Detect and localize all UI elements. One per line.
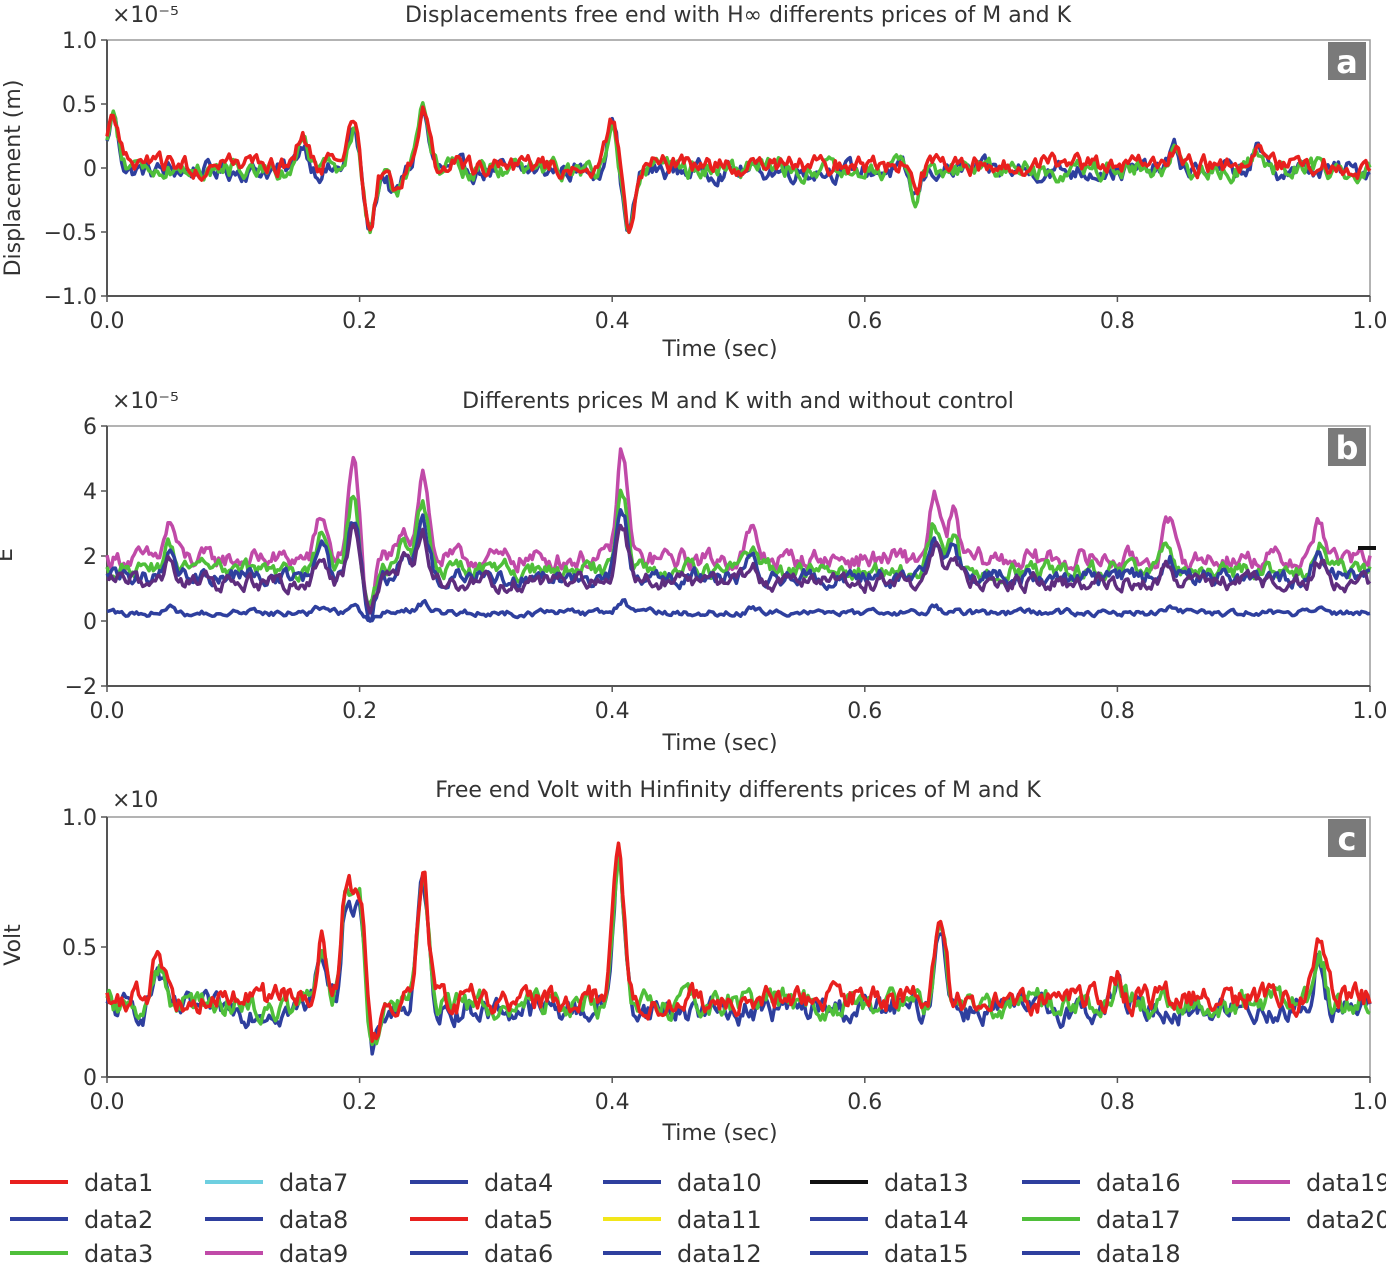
panel-c-xtick-label: 0.6: [847, 1090, 882, 1115]
legend-label-data17: data17: [1096, 1206, 1181, 1234]
legend-label-data15: data15: [884, 1240, 969, 1265]
legend-label-data7: data7: [279, 1169, 348, 1197]
legend: data1 data2 data3 data7 data8 data9 data4 data5…: [10, 1169, 1386, 1265]
panel-b-xtick-label: 0.0: [90, 699, 125, 724]
panel-c-title: Free end Volt with Hinfinity differents …: [435, 778, 1041, 803]
panel-a-multiplier: ×10⁻⁵: [112, 3, 179, 28]
legend-label-data20: data20: [1306, 1206, 1386, 1234]
panel-b-badge-label: b: [1336, 429, 1359, 467]
panel-a-title: Displacements free end with H∞ different…: [405, 3, 1072, 28]
legend-label-data10: data10: [677, 1169, 762, 1197]
legend-label-data16: data16: [1096, 1169, 1181, 1197]
panel-c-ytick-label: 1.0: [62, 806, 97, 831]
legend-label-data6: data6: [484, 1240, 553, 1265]
panel-c-xtick-label: 0.8: [1100, 1090, 1135, 1115]
legend-label-data19: data19: [1306, 1169, 1386, 1197]
panel-b-ytick-label: −2: [65, 675, 97, 700]
panel-c-badge: [1328, 819, 1366, 857]
legend-label-data9: data9: [279, 1240, 348, 1265]
panel-b-badge: [1328, 428, 1366, 466]
panel-b-xtick-label: 1.0: [1353, 699, 1386, 724]
panel-b-ytick-label: 0: [83, 610, 97, 635]
panel-a-xtick-label: 0.0: [90, 309, 125, 334]
legend-label-data14: data14: [884, 1206, 969, 1234]
panel-c-ylabel: Volt: [1, 924, 26, 966]
series-data17-line: [105, 488, 1372, 608]
panel-c-badge-label: c: [1338, 820, 1357, 858]
series-data2-line: [105, 852, 1372, 1056]
panel-a-ytick-label: 1.0: [62, 29, 97, 54]
panel-c-xtick-label: 0.0: [90, 1090, 125, 1115]
legend-label-data1: data1: [84, 1169, 153, 1197]
panel-c-ytick-label: 0.5: [62, 936, 97, 961]
panel-a-ytick-label: −0.5: [44, 221, 97, 246]
panel-b-ytick-label: 2: [83, 545, 97, 570]
panel-c-xtick-label: 0.4: [595, 1090, 630, 1115]
panel-b-xlabel: Time (sec): [661, 731, 777, 756]
legend-label-data18: data18: [1096, 1240, 1181, 1265]
panel-a-xtick-label: 0.4: [595, 309, 630, 334]
panel-c-multiplier: ×10: [112, 788, 158, 813]
panel-c: Free end Volt with Hinfinity differents …: [1, 778, 1386, 1146]
panel-a-badge: [1328, 42, 1366, 80]
panel-b-ytick-label: 6: [83, 415, 97, 440]
panel-a-ytick-label: 0.5: [62, 93, 97, 118]
series-data20-line: [106, 598, 1371, 623]
panel-a-badge-label: a: [1336, 43, 1358, 81]
panel-b-xtick-label: 0.4: [595, 699, 630, 724]
panel-a-xtick-label: 1.0: [1353, 309, 1386, 334]
panel-a-ylabel: Displacement (m): [1, 80, 26, 277]
panel-b-title: Differents prices M and K with and witho…: [462, 389, 1014, 414]
panel-b-ylabel: E: [0, 548, 18, 562]
panel-c-xlabel: Time (sec): [661, 1121, 777, 1146]
panel-b-xtick-label: 0.8: [1100, 699, 1135, 724]
legend-label-data5: data5: [484, 1206, 553, 1234]
legend-label-data11: data11: [677, 1206, 762, 1234]
panel-a-xtick-label: 0.8: [1100, 309, 1135, 334]
panel-b-xtick-label: 0.6: [847, 699, 882, 724]
panel-b-xtick-label: 0.2: [342, 699, 377, 724]
panel-b: Differents prices M and K with and witho…: [0, 389, 1386, 756]
series-data18-line: [106, 523, 1372, 615]
legend-label-data13: data13: [884, 1169, 969, 1197]
panel-a-xtick-label: 0.2: [342, 309, 377, 334]
panel-b-multiplier: ×10⁻⁵: [112, 389, 179, 414]
panel-c-ytick-label: 0: [83, 1066, 97, 1091]
legend-label-data3: data3: [84, 1240, 153, 1265]
panel-a: Displacements free end with H∞ different…: [1, 3, 1386, 362]
panel-b-ytick-label: 4: [83, 480, 97, 505]
panel-a-xlabel: Time (sec): [661, 337, 777, 362]
series-data1-line: [105, 841, 1372, 1043]
panel-c-frame: [106, 816, 1371, 1078]
legend-label-data8: data8: [279, 1206, 348, 1234]
panel-c-xtick-label: 0.2: [342, 1090, 377, 1115]
panel-a-ytick-label: −1.0: [44, 285, 97, 310]
legend-label-data4: data4: [484, 1169, 553, 1197]
panel-c-xtick-label: 1.0: [1353, 1090, 1386, 1115]
legend-label-data12: data12: [677, 1240, 762, 1265]
panel-a-ytick-label: 0: [83, 157, 97, 182]
panel-a-xtick-label: 0.6: [847, 309, 882, 334]
legend-label-data2: data2: [84, 1206, 153, 1234]
series-data1-line: [105, 105, 1372, 234]
